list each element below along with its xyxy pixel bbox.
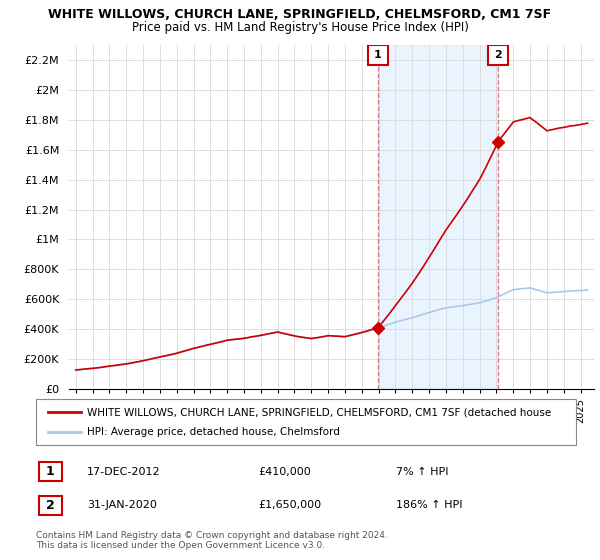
Bar (378, 45, 498, 389)
Text: 1: 1 (46, 465, 55, 478)
Text: 1: 1 (374, 50, 382, 60)
Text: Contains HM Land Registry data © Crown copyright and database right 2024.
This d: Contains HM Land Registry data © Crown c… (36, 530, 388, 550)
Text: 186% ↑ HPI: 186% ↑ HPI (396, 500, 463, 510)
Text: HPI: Average price, detached house, Chelmsford: HPI: Average price, detached house, Chel… (87, 427, 340, 437)
Text: WHITE WILLOWS, CHURCH LANE, SPRINGFIELD, CHELMSFORD, CM1 7SF (detached house: WHITE WILLOWS, CHURCH LANE, SPRINGFIELD,… (87, 407, 551, 417)
Text: 17-DEC-2012: 17-DEC-2012 (87, 466, 161, 477)
Text: £1,650,000: £1,650,000 (258, 500, 321, 510)
Text: WHITE WILLOWS, CHURCH LANE, SPRINGFIELD, CHELMSFORD, CM1 7SF: WHITE WILLOWS, CHURCH LANE, SPRINGFIELD,… (49, 8, 551, 21)
Text: Price paid vs. HM Land Registry's House Price Index (HPI): Price paid vs. HM Land Registry's House … (131, 21, 469, 34)
Text: 2: 2 (494, 50, 502, 60)
Text: £410,000: £410,000 (258, 466, 311, 477)
Text: 7% ↑ HPI: 7% ↑ HPI (396, 466, 448, 477)
Text: 2: 2 (46, 498, 55, 512)
Text: 31-JAN-2020: 31-JAN-2020 (87, 500, 157, 510)
